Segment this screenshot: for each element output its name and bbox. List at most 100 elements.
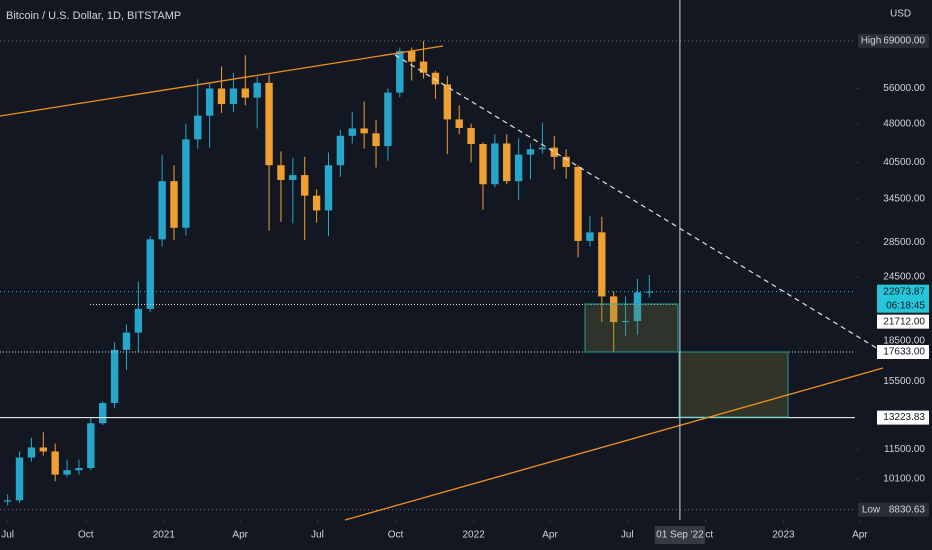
candle-body (360, 128, 368, 134)
x-tick-label: Jul (311, 530, 324, 541)
candle-body (146, 239, 154, 309)
candle-body (431, 72, 440, 85)
candle-body (217, 88, 226, 105)
candle-body (621, 320, 630, 323)
candle-body (455, 119, 463, 128)
candle-body (372, 133, 380, 147)
currency: USD (890, 9, 911, 20)
y-tick-label: 48000.00 (883, 118, 925, 129)
y-tick-label: 34500.00 (883, 194, 925, 205)
tag-bg (858, 33, 884, 48)
price-label-bg (877, 314, 929, 329)
tag: Low (862, 504, 881, 515)
x-tick-label: 2021 (153, 530, 176, 541)
candle-body (122, 332, 131, 350)
candle-body (312, 195, 321, 211)
candle-body (75, 468, 83, 471)
x-tick-label: Apr (852, 530, 868, 541)
candle-body (27, 447, 36, 458)
crosshair-label-bg (654, 526, 705, 544)
y-tick-label: 28500.00 (883, 237, 925, 248)
candle-body (407, 51, 416, 62)
x-tick-label: Jul (621, 530, 634, 541)
price-label-bg (877, 33, 929, 48)
candle-body (562, 156, 570, 167)
candle-body (645, 291, 654, 293)
candle-body (419, 61, 428, 73)
candle-body (479, 143, 487, 185)
x-tick-label: Apr (232, 530, 248, 541)
y-tick-label: 18500.00 (883, 336, 925, 347)
candle-body (336, 135, 345, 166)
candle-body (194, 115, 202, 140)
tag-bg (858, 502, 884, 517)
candle-body (526, 149, 535, 155)
candle-body (3, 500, 12, 502)
crosshair-label: 01 Sep '22 (656, 530, 704, 541)
x-tick-label: Jul (1, 530, 14, 541)
candle-body (99, 402, 107, 424)
candle-body (514, 154, 523, 182)
candle-body (467, 127, 475, 144)
price-label: 22973.87 (883, 286, 925, 297)
price-label: 8830.63 (889, 504, 926, 515)
plot (0, 40, 855, 511)
y-tick-label: 15500.00 (883, 376, 925, 387)
candle-body (301, 175, 309, 196)
candle-body (384, 92, 392, 147)
trend-line (0, 45, 444, 117)
x-tick-label: 2023 (772, 530, 795, 541)
candle-body (586, 232, 594, 241)
candle-body (610, 296, 618, 323)
candle-body (396, 51, 404, 93)
candle-body (289, 175, 297, 180)
price-label: 17633.00 (883, 347, 925, 358)
zone-box (678, 351, 789, 418)
candle-body (39, 447, 47, 452)
x-tick-label: Oct (78, 530, 94, 541)
x-tick-label: Oct (698, 530, 714, 541)
tag: High (861, 36, 882, 47)
candle-body (253, 82, 261, 98)
countdown: 06:18:45 (886, 300, 925, 311)
zone-box (584, 303, 679, 353)
price-label: 69000.00 (883, 36, 925, 47)
candle-body (87, 423, 95, 469)
candle-body (241, 88, 249, 98)
candle-body (324, 165, 333, 211)
candle-body (538, 147, 547, 150)
y-tick-label: 56000.00 (883, 83, 925, 94)
candle-body (574, 166, 582, 241)
candle-body (598, 232, 606, 297)
candle-body (265, 82, 273, 166)
candle-body (63, 470, 71, 475)
price-label-bg (877, 284, 929, 313)
candle-body (158, 181, 166, 240)
y-tick-label: 10100.00 (883, 474, 925, 485)
candle-body (277, 165, 285, 180)
y-tick-label: 11500.00 (884, 444, 925, 455)
x-tick-label: Apr (542, 530, 558, 541)
candle-body (348, 128, 356, 136)
candle-body (491, 143, 499, 185)
price-label: 13223.83 (883, 412, 925, 423)
candle-body (503, 143, 511, 182)
price-label-bg (877, 410, 929, 425)
y-tick-label: 24500.00 (883, 272, 925, 283)
candle-body (205, 88, 214, 116)
candle-body (51, 451, 59, 475)
candle-body (229, 88, 238, 105)
price-label-bg (877, 502, 929, 517)
candle-body (443, 84, 452, 120)
trend-line (344, 367, 884, 521)
candle-body (170, 181, 178, 228)
price-label-bg (877, 344, 929, 359)
candle-body (633, 292, 642, 321)
chart-title: Bitcoin / U.S. Dollar, 1D, BITSTAMP (6, 10, 181, 22)
candle-body (134, 308, 143, 333)
x-tick-label: 2022 (463, 530, 486, 541)
candle-body (182, 139, 190, 228)
price-label: 21712.00 (883, 316, 925, 327)
